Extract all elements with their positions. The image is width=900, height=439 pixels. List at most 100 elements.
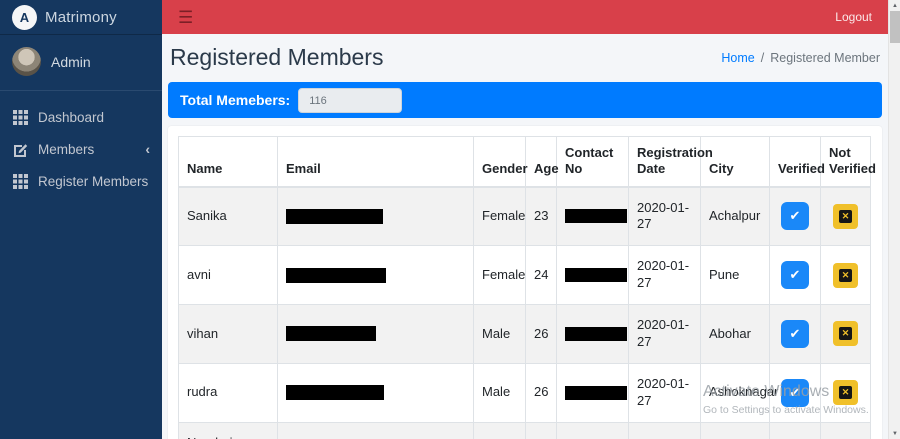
column-header-verified: Verified: [769, 136, 825, 188]
cell-registration-date: 2020-01-27: [628, 304, 701, 364]
cell-verified: ✔: [769, 245, 821, 306]
user-panel[interactable]: Admin: [0, 35, 162, 91]
table-row: rudra Male 26 2020-01-27 Ashoknagar ✔ ✕: [178, 362, 871, 423]
cell-registration-date: 2029-03-20: [628, 421, 701, 439]
cell-verified: ✔: [769, 185, 821, 247]
scroll-down-arrow-icon[interactable]: ▼: [892, 430, 898, 437]
table-body: Sanika Female 23 2020-01-27 Achalpur ✔ ✕ avni Fe…: [178, 185, 871, 439]
admin-username: Admin: [51, 53, 91, 70]
breadcrumb-current: Registered Member: [770, 50, 880, 65]
cell-city: Achalpur: [700, 185, 770, 247]
page-title: Registered Members: [170, 44, 384, 70]
cell-name: vihan: [178, 304, 278, 364]
table-row: avni Female 24 2020-01-27 Pune ✔ ✕: [178, 245, 871, 306]
cell-city: Pune: [700, 245, 770, 306]
check-icon: ✔: [789, 208, 801, 224]
cell-gender: Male: [473, 362, 526, 423]
cell-gender: Male: [473, 304, 526, 364]
column-header-not-verified: Not Verified: [820, 136, 876, 188]
brand-link[interactable]: A Matrimony: [0, 0, 162, 35]
cell-not-verified: ✕: [820, 304, 871, 364]
cell-name: Sanika: [178, 185, 278, 247]
main-area: ☰ Logout Registered Members Home / Regis…: [162, 0, 888, 439]
cell-age: 26: [525, 304, 557, 364]
chevron-left-icon: ‹: [145, 141, 150, 157]
column-header-gender: Gender: [473, 136, 528, 188]
email-redaction-bar: [286, 267, 386, 283]
total-members-bar: Total Memebers:: [168, 82, 882, 118]
email-redaction-bar: [286, 385, 384, 401]
cell-registration-date: 2020-01-27: [628, 245, 701, 306]
sidebar-item-dashboard[interactable]: Dashboard: [0, 101, 162, 133]
not-verified-button[interactable]: ✕: [833, 321, 858, 347]
verified-button[interactable]: ✔: [781, 202, 809, 231]
cell-contact: [556, 245, 629, 306]
check-icon: ✔: [789, 267, 801, 283]
scrollbar-thumb[interactable]: [890, 11, 900, 43]
verified-button[interactable]: ✔: [781, 319, 809, 348]
top-navbar: ☰ Logout: [162, 0, 888, 34]
column-header-name: Name: [178, 136, 278, 188]
cell-email: [277, 185, 474, 247]
column-header-registration-date: Registration Date: [628, 136, 713, 188]
cell-not-verified: ✕: [820, 185, 871, 247]
breadcrumb-home-link[interactable]: Home: [721, 50, 755, 65]
email-redaction-bar: [286, 208, 383, 224]
cell-gender: Female: [473, 185, 526, 247]
not-verified-button[interactable]: ✕: [833, 203, 858, 229]
sidebar-item-members[interactable]: Members ‹: [0, 133, 162, 165]
column-header-email: Email: [277, 136, 474, 188]
cell-verified: ✔: [769, 421, 821, 439]
admin-avatar: [12, 47, 41, 76]
sidebar-item-label: Register Members: [38, 173, 149, 189]
logout-link[interactable]: Logout: [835, 10, 872, 24]
cell-contact: [556, 185, 629, 247]
column-header-city: City: [700, 136, 770, 188]
cell-contact: [556, 362, 629, 423]
breadcrumb-separator: /: [760, 50, 765, 65]
total-members-input[interactable]: [298, 87, 403, 113]
cell-age: 24: [525, 245, 557, 306]
members-table-card: Name Email Gender Age Contact No Registr…: [168, 126, 882, 439]
matrimony-logo-icon: A: [12, 4, 37, 30]
sidebar-item-label: Members: [38, 141, 95, 157]
not-verified-button[interactable]: ✕: [833, 262, 858, 288]
contact-redaction-bar: [565, 209, 627, 224]
hamburger-menu-icon[interactable]: ☰: [178, 7, 194, 27]
verified-button[interactable]: ✔: [781, 378, 809, 407]
cell-verified: ✔: [769, 304, 821, 364]
brand-title: Matrimony: [45, 8, 117, 26]
cell-email: [277, 421, 474, 439]
cell-city: Ashoknagar: [700, 362, 778, 423]
not-verified-button[interactable]: ✕: [833, 380, 858, 406]
cell-age: [525, 421, 557, 439]
table-row: Nanduri Venkata Subba Rao Male 2029-03-20 ✔…: [178, 421, 871, 439]
cell-name: Nanduri Venkata Subba Rao: [178, 421, 278, 439]
check-icon: ✔: [789, 384, 801, 400]
x-square-icon: ✕: [839, 327, 852, 341]
breadcrumb: Home / Registered Member: [721, 51, 880, 65]
contact-redaction-bar: [565, 326, 627, 341]
check-icon: ✔: [789, 325, 801, 341]
page-header: Registered Members Home / Registered Mem…: [168, 44, 882, 71]
cell-city: [700, 421, 770, 439]
cell-contact: [556, 304, 629, 364]
sidebar-item-register-members[interactable]: Register Members: [0, 165, 162, 197]
sidebar-nav: Dashboard Members ‹: [0, 91, 162, 207]
cell-email: [277, 304, 474, 364]
cell-gender: Female: [473, 245, 526, 306]
table-header-row: Name Email Gender Age Contact No Registr…: [178, 136, 876, 188]
registered-members-table: Name Email Gender Age Contact No Registr…: [178, 136, 876, 439]
scroll-up-arrow-icon[interactable]: ▲: [892, 2, 898, 9]
grid-icon: [12, 173, 28, 189]
x-square-icon: ✕: [839, 209, 852, 223]
total-members-label: Total Memebers:: [180, 92, 291, 108]
verified-button[interactable]: ✔: [781, 261, 809, 290]
contact-redaction-bar: [565, 385, 627, 400]
contact-redaction-bar: [565, 268, 627, 283]
vertical-scrollbar[interactable]: ▲ ▼: [888, 0, 900, 439]
x-square-icon: ✕: [839, 268, 852, 282]
cell-registration-date: 2020-01-27: [628, 362, 701, 423]
cell-name: rudra: [178, 362, 278, 423]
